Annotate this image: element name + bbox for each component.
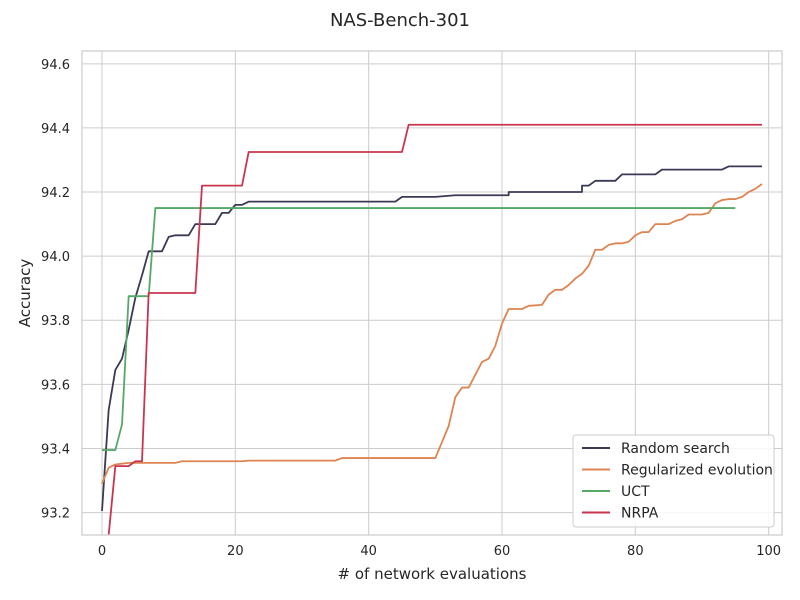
x-tick-label: 80 — [627, 544, 644, 559]
x-tick-label: 0 — [98, 544, 106, 559]
legend: Random search Regularized evolution UCT NRP… — [572, 434, 775, 528]
y-axis-label: Accuracy — [16, 259, 34, 328]
y-tick-label: 94.0 — [41, 250, 70, 265]
series-line-uct — [102, 207, 736, 451]
y-tick-label: 94.6 — [41, 58, 70, 73]
x-tick-label: 40 — [360, 544, 377, 559]
y-tick-label: 93.4 — [41, 442, 70, 457]
series-line-nrpa — [107, 123, 762, 536]
legend-label-random-search: Random search — [621, 441, 730, 457]
series-line-regularized-evolution — [101, 183, 763, 485]
chart-title: NAS-Bench-301 — [330, 10, 470, 31]
y-tick-labels: 93.2 93.4 93.6 93.8 94.0 94.2 94.4 94.6 — [41, 58, 70, 522]
grid — [82, 51, 782, 535]
plot-frame — [81, 50, 783, 536]
legend-label-uct: UCT — [621, 484, 650, 500]
x-tick-label: 60 — [494, 544, 511, 559]
legend-label-regularized-evolution: Regularized evolution — [621, 463, 773, 479]
x-tick-label: 100 — [756, 544, 781, 559]
x-tick-labels: 0 20 40 60 80 100 — [98, 544, 781, 559]
y-tick-label: 94.2 — [41, 186, 70, 201]
series-lines — [101, 123, 763, 536]
x-axis-label: # of network evaluations — [338, 565, 527, 583]
legend-box — [572, 434, 775, 528]
y-tick-label: 93.2 — [41, 507, 70, 522]
legend-label-nrpa: NRPA — [621, 506, 659, 522]
y-tick-label: 93.8 — [41, 314, 70, 329]
x-tick-label: 20 — [227, 544, 244, 559]
y-tick-label: 93.6 — [41, 378, 70, 393]
y-tick-label: 94.4 — [41, 122, 70, 137]
